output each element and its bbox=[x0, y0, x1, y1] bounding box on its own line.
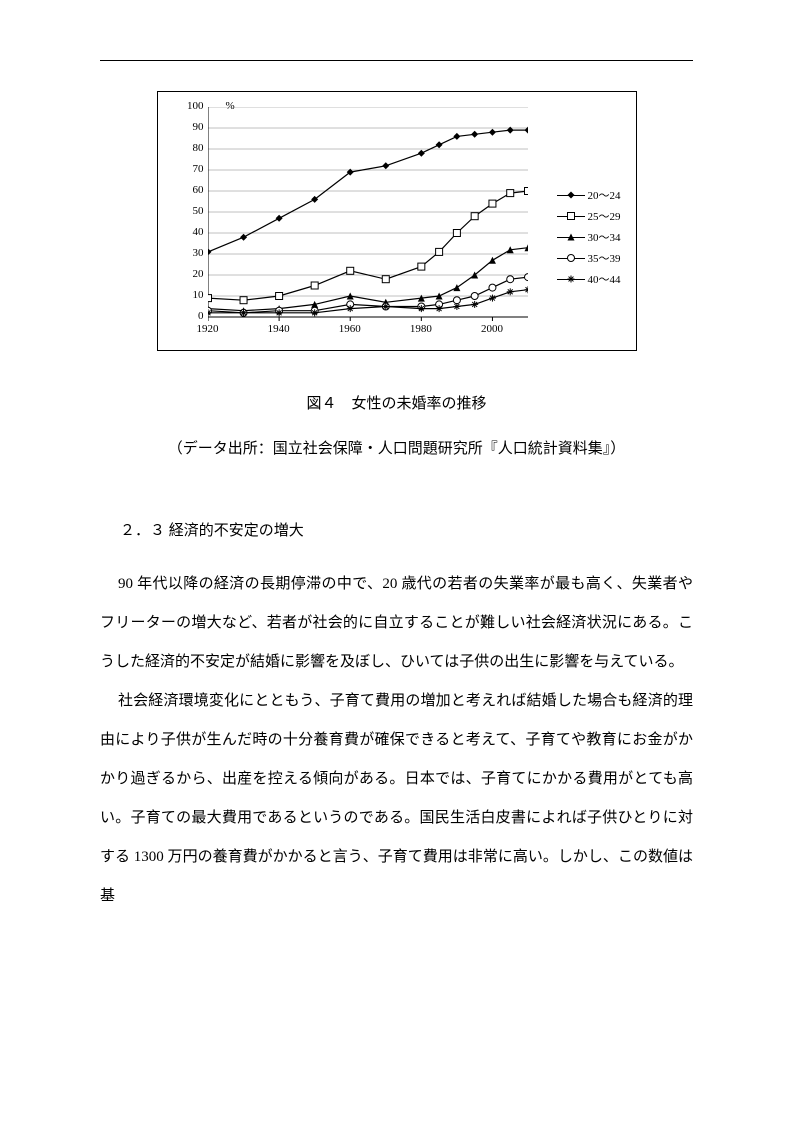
legend-marker-icon bbox=[557, 210, 585, 222]
legend-marker-icon bbox=[557, 231, 585, 243]
x-tick-label: 1940 bbox=[259, 323, 299, 335]
legend-marker-icon bbox=[557, 273, 585, 285]
legend-marker-icon bbox=[557, 252, 585, 264]
y-tick-label: 80 bbox=[176, 142, 204, 154]
legend-item: 30〜34 bbox=[557, 229, 621, 245]
y-tick-label: 60 bbox=[176, 184, 204, 196]
section-heading: ２．３ 経済的不安定の増大 bbox=[120, 518, 693, 545]
y-tick-label: 0 bbox=[176, 310, 204, 322]
y-tick-label: 100 bbox=[176, 100, 204, 112]
y-tick-label: 50 bbox=[176, 205, 204, 217]
legend-item: 40〜44 bbox=[557, 271, 621, 287]
legend-item: 25〜29 bbox=[557, 208, 621, 224]
legend-label: 20〜24 bbox=[588, 187, 621, 203]
x-tick-label: 1960 bbox=[330, 323, 370, 335]
y-tick-label: 20 bbox=[176, 268, 204, 280]
chart-plot bbox=[208, 107, 528, 322]
figure-caption: 図４ 女性の未婚率の推移 bbox=[100, 391, 693, 418]
header-rule bbox=[100, 60, 693, 61]
x-tick-label: 1920 bbox=[188, 323, 228, 335]
y-tick-label: 30 bbox=[176, 247, 204, 259]
legend-label: 35〜39 bbox=[588, 250, 621, 266]
x-tick-label: 2000 bbox=[472, 323, 512, 335]
y-tick-label: 90 bbox=[176, 121, 204, 133]
chart-inner: % 0102030405060708090100 192019401960198… bbox=[168, 102, 626, 340]
x-tick-label: 1980 bbox=[401, 323, 441, 335]
figure-source: （データ出所：国立社会保障・人口問題研究所『人口統計資料集』） bbox=[100, 436, 693, 463]
y-tick-label: 10 bbox=[176, 289, 204, 301]
chart-legend: 20〜24 25〜29 30〜34 35〜39 40〜44 bbox=[557, 187, 621, 292]
legend-item: 20〜24 bbox=[557, 187, 621, 203]
legend-item: 35〜39 bbox=[557, 250, 621, 266]
chart-container: % 0102030405060708090100 192019401960198… bbox=[157, 91, 637, 351]
legend-label: 40〜44 bbox=[588, 271, 621, 287]
body-paragraph: 90 年代以降の経済の長期停滞の中で、20 歳代の若者の失業率が最も高く、失業者… bbox=[100, 565, 693, 682]
y-tick-label: 40 bbox=[176, 226, 204, 238]
y-tick-label: 70 bbox=[176, 163, 204, 175]
body-paragraph: 社会経済環境変化にとともう、子育て費用の増加と考えれば結婚した場合も経済的理由に… bbox=[100, 682, 693, 916]
legend-label: 30〜34 bbox=[588, 229, 621, 245]
legend-label: 25〜29 bbox=[588, 208, 621, 224]
legend-marker-icon bbox=[557, 189, 585, 201]
